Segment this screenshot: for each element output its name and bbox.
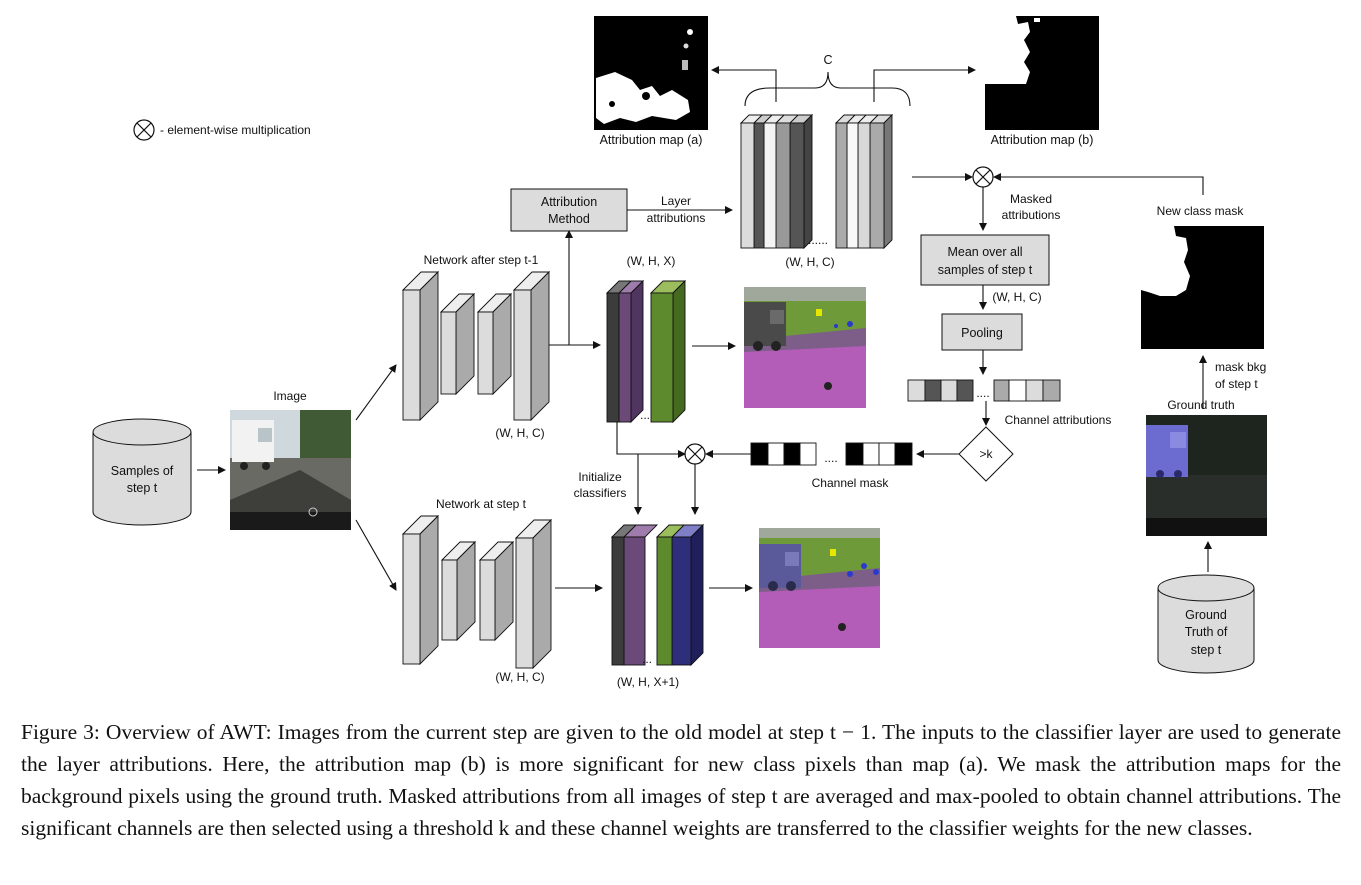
mean-over-samples-box <box>920 234 1050 286</box>
mask-bkg-label-1: mask bkg <box>1215 360 1266 374</box>
arrow-to-map-b <box>873 66 976 102</box>
ground-truth-database-icon <box>1157 574 1255 674</box>
awt-overview-diagram: - element-wise multiplication Attributio… <box>92 16 1267 689</box>
mean-output-shape: (W, H, C) <box>992 290 1041 304</box>
pooling-box <box>941 313 1023 351</box>
mean-label-2: samples of step t <box>938 263 1033 277</box>
arrow-old-weights-to-mult <box>616 422 686 458</box>
channel-count-label: C <box>823 53 832 67</box>
samples-database-icon <box>92 418 192 526</box>
arrow-image-to-prev-network <box>355 364 397 421</box>
layer-attributions-label-2: attributions <box>647 211 706 225</box>
mean-label-1: Mean over all <box>947 245 1022 259</box>
masked-attributions-label-2: attributions <box>1002 208 1061 222</box>
channel-brace <box>744 71 911 107</box>
initialize-label-2: classifiers <box>574 486 627 500</box>
arrow-mask-to-mult <box>993 173 1204 195</box>
layer-attributions-shape: (W, H, C) <box>785 255 834 269</box>
channel-attributions-label: Channel attributions <box>1005 413 1112 427</box>
figure-caption: Figure 3: Overview of AWT: Images from t… <box>21 720 1341 840</box>
channel-mask-label: Channel mask <box>812 476 890 490</box>
new-classifier-shape: (W, H, X+1) <box>617 675 679 689</box>
layer-attributions-label-1: Layer <box>661 194 691 208</box>
prev-network-label: Network after step t-1 <box>424 253 539 267</box>
arrow-image-to-cur-network <box>355 519 397 591</box>
prev-network-layers <box>401 270 551 422</box>
samples-label-2: step t <box>127 481 158 495</box>
pooling-label: Pooling <box>961 326 1003 340</box>
mask-multiply-node-icon <box>972 166 994 188</box>
channel-attributions-dots: .... <box>976 386 989 400</box>
transfer-multiply-node-icon <box>684 443 706 465</box>
channel-mask-vector <box>750 442 913 466</box>
gt-db-label-3: step t <box>1191 643 1222 657</box>
attribution-method-label-1: Attribution <box>541 195 597 209</box>
old-classifier-dots: ... <box>640 408 650 422</box>
attribution-method-box <box>510 188 628 232</box>
old-classifier-weights <box>605 279 687 424</box>
stack-dots: ...... <box>808 233 828 247</box>
new-class-mask-image <box>1141 226 1264 349</box>
layer-attribution-stack-b <box>834 113 894 250</box>
attribution-map-b-label: Attribution map (b) <box>991 133 1094 147</box>
channel-mask-dots: .... <box>824 451 837 465</box>
image-label: Image <box>273 389 307 403</box>
threshold-diamond <box>958 426 1014 482</box>
new-classifier-weights <box>610 523 705 667</box>
old-output-segmentation-image <box>744 287 866 408</box>
prev-network-shape: (W, H, C) <box>495 426 544 440</box>
ground-truth-label: Ground truth <box>1167 398 1234 412</box>
input-street-image <box>230 410 351 530</box>
cur-network-shape: (W, H, C) <box>495 670 544 684</box>
cur-network-layers <box>401 514 553 670</box>
new-class-mask-label: New class mask <box>1157 204 1245 218</box>
mask-bkg-label-2: of step t <box>1215 377 1258 391</box>
cur-network-label: Network at step t <box>436 497 527 511</box>
new-output-segmentation-image <box>759 528 880 648</box>
legend: - element-wise multiplication <box>133 119 311 141</box>
attribution-map-a-label: Attribution map (a) <box>600 133 703 147</box>
new-classifier-dots: ... <box>642 652 652 666</box>
legend-label: - element-wise multiplication <box>160 123 311 137</box>
gt-db-label-1: Ground <box>1185 608 1227 622</box>
arrow-to-map-a <box>711 66 777 102</box>
gt-db-label-2: Truth of <box>1185 625 1228 639</box>
attribution-map-a <box>594 16 708 130</box>
masked-attributions-label-1: Masked <box>1010 192 1052 206</box>
attribution-method-label-2: Method <box>548 212 590 226</box>
multiplication-symbol-icon <box>133 119 155 141</box>
threshold-label: >k <box>979 447 993 461</box>
samples-label-1: Samples of <box>111 464 174 478</box>
initialize-label-1: Initialize <box>578 470 622 484</box>
attribution-map-b <box>985 16 1099 130</box>
channel-attributions-vector <box>907 379 1061 402</box>
ground-truth-image <box>1146 415 1267 536</box>
layer-attribution-stack-a <box>739 113 814 250</box>
old-classifier-shape: (W, H, X) <box>627 254 676 268</box>
